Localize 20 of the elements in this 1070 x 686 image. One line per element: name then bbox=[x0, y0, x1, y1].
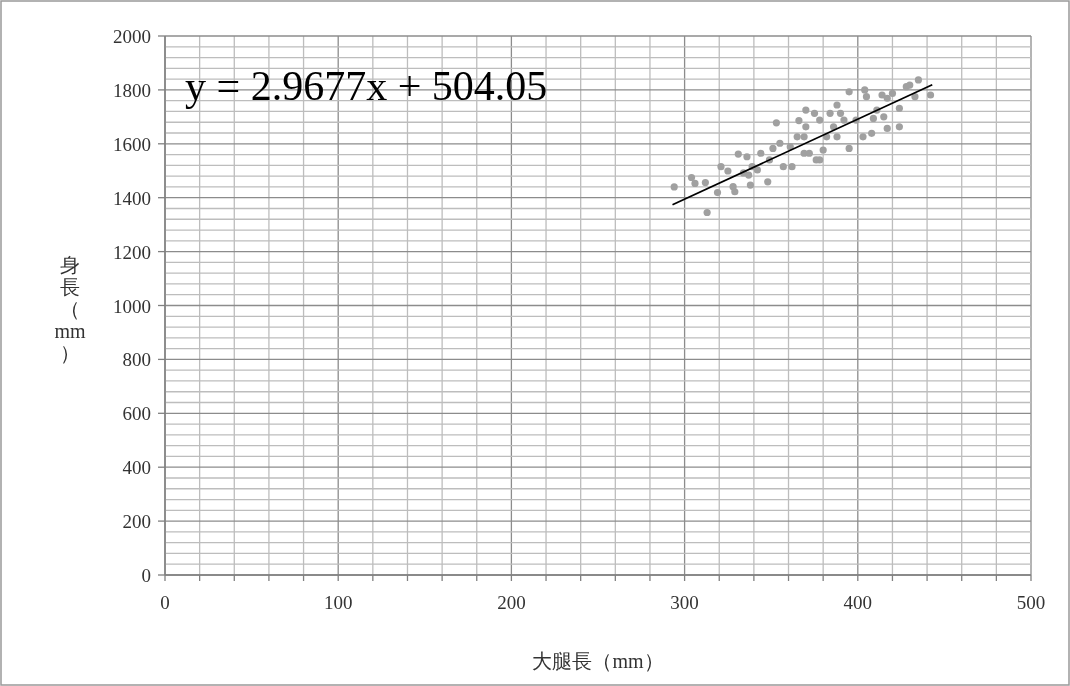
x-tick-label: 400 bbox=[843, 592, 873, 613]
x-tick-label: 500 bbox=[1016, 592, 1046, 613]
y-tick-label: 1800 bbox=[113, 79, 151, 101]
y-tick-label: 2000 bbox=[113, 26, 151, 47]
y-tick-label: 1400 bbox=[113, 187, 151, 209]
y-axis-title: 身長（mm） bbox=[54, 254, 86, 364]
y-tick-label: 1000 bbox=[113, 295, 151, 317]
y-tick-label: 0 bbox=[141, 565, 151, 586]
y-tick-label: 1600 bbox=[113, 133, 151, 155]
x-axis-title: 大腿長（mm） bbox=[532, 650, 664, 672]
annotation: y = 2.9677x + 504.05 bbox=[185, 63, 548, 109]
x-tick-label: 300 bbox=[670, 592, 699, 613]
x-tick-label: 200 bbox=[497, 592, 526, 613]
y-tick-label: 200 bbox=[122, 511, 151, 533]
y-tick-label: 600 bbox=[122, 403, 151, 425]
x-tick-label: 100 bbox=[323, 592, 353, 613]
x-tick-label: 0 bbox=[160, 592, 170, 613]
y-tick-label: 400 bbox=[122, 457, 151, 479]
y-tick-label: 1200 bbox=[113, 241, 151, 263]
y-tick-label: 800 bbox=[122, 349, 151, 371]
